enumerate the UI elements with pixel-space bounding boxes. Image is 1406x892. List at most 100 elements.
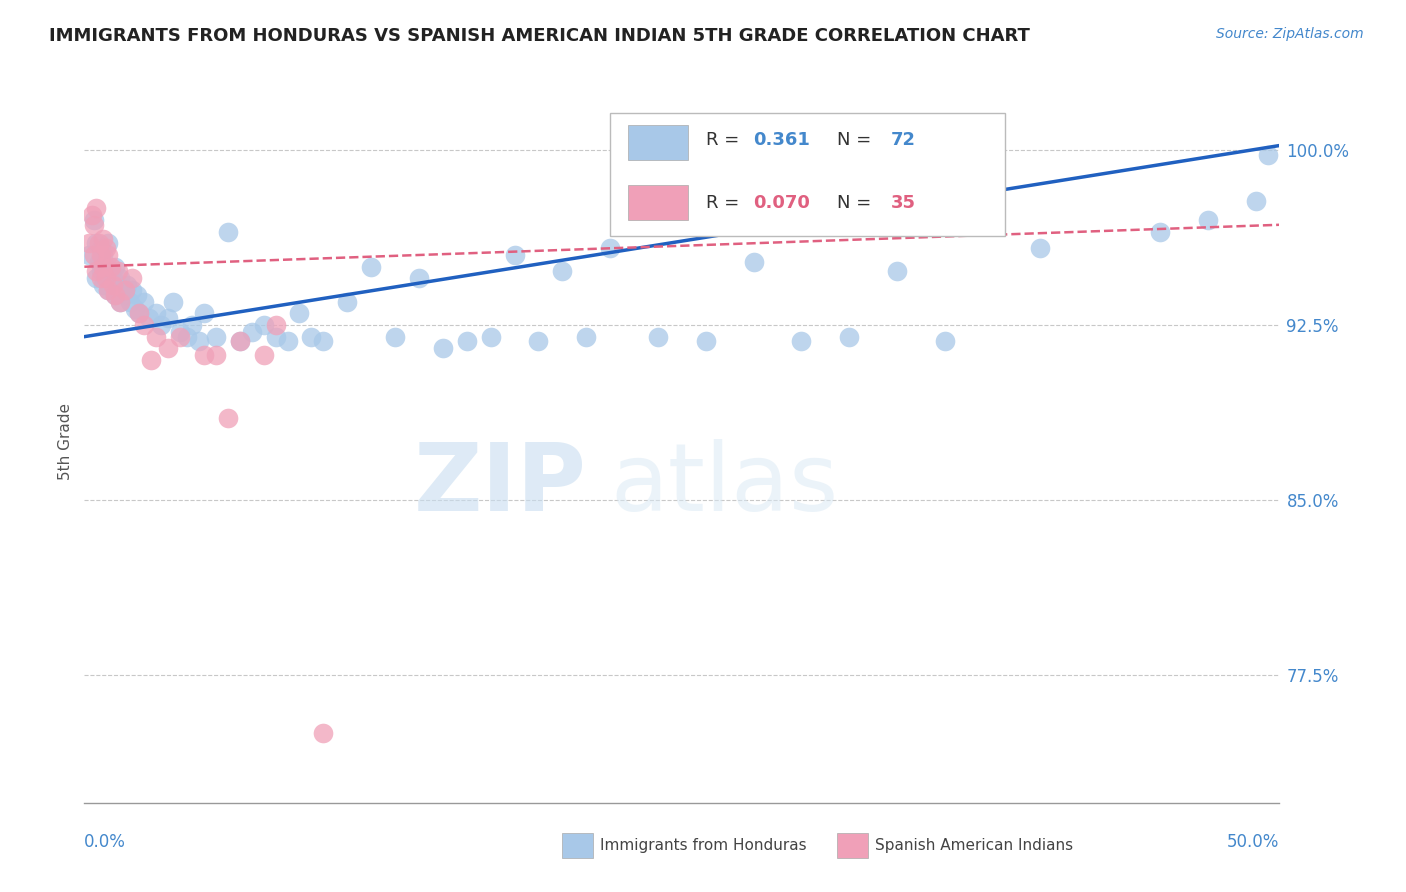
Point: [114, 283, 136, 297]
Point: [1149, 225, 1171, 239]
Point: [97, 248, 120, 262]
Point: [100, 260, 122, 274]
Point: [181, 318, 204, 332]
Point: [277, 334, 299, 349]
Point: [104, 287, 127, 301]
Point: [217, 411, 239, 425]
Point: [100, 264, 122, 278]
Point: [97, 236, 120, 251]
Point: [217, 225, 239, 239]
Point: [145, 306, 167, 320]
Text: Source: ZipAtlas.com: Source: ZipAtlas.com: [1216, 27, 1364, 41]
Point: [149, 318, 172, 332]
Y-axis label: 5th Grade: 5th Grade: [58, 403, 73, 480]
Point: [83, 213, 105, 227]
Point: [1197, 213, 1219, 227]
Point: [125, 287, 148, 301]
Text: IMMIGRANTS FROM HONDURAS VS SPANISH AMERICAN INDIAN 5TH GRADE CORRELATION CHART: IMMIGRANTS FROM HONDURAS VS SPANISH AMER…: [49, 27, 1031, 45]
Point: [93, 278, 115, 293]
Point: [94, 241, 117, 255]
Point: [188, 334, 211, 349]
Text: R =: R =: [706, 194, 740, 212]
Text: R =: R =: [706, 131, 740, 149]
Point: [121, 283, 143, 297]
Point: [77, 236, 100, 251]
Point: [229, 334, 252, 349]
Point: [384, 329, 406, 343]
Text: Immigrants from Honduras: Immigrants from Honduras: [600, 838, 807, 853]
Point: [141, 353, 163, 368]
Point: [107, 278, 129, 293]
Point: [93, 260, 115, 274]
Point: [551, 264, 574, 278]
Point: [312, 726, 335, 740]
Text: Spanish American Indians: Spanish American Indians: [875, 838, 1073, 853]
Point: [157, 311, 180, 326]
Point: [360, 260, 382, 274]
Point: [838, 329, 860, 343]
Point: [132, 294, 156, 309]
Point: [117, 278, 139, 293]
Point: [77, 248, 100, 262]
Point: [121, 271, 143, 285]
Point: [301, 329, 323, 343]
Point: [479, 329, 502, 343]
Text: 50.0%: 50.0%: [1227, 833, 1279, 851]
Point: [83, 248, 105, 262]
Point: [93, 232, 115, 246]
Text: ZIP: ZIP: [413, 439, 586, 531]
Point: [1257, 148, 1279, 162]
Point: [599, 241, 621, 255]
Point: [94, 271, 117, 285]
Point: [742, 255, 765, 269]
Point: [162, 294, 184, 309]
Point: [86, 271, 108, 285]
Point: [176, 329, 198, 343]
Point: [264, 318, 287, 332]
Point: [193, 348, 215, 362]
Point: [336, 294, 359, 309]
Point: [312, 334, 335, 349]
Text: 0.070: 0.070: [754, 194, 810, 212]
Point: [132, 318, 156, 332]
Point: [886, 264, 908, 278]
Point: [101, 278, 124, 293]
Point: [124, 301, 146, 316]
Point: [90, 271, 112, 285]
Point: [86, 264, 108, 278]
Point: [253, 318, 276, 332]
Point: [169, 325, 191, 339]
Point: [114, 287, 136, 301]
Point: [288, 306, 311, 320]
Point: [107, 264, 129, 278]
Point: [527, 334, 550, 349]
Point: [138, 311, 160, 326]
Point: [93, 248, 115, 262]
Point: [790, 334, 813, 349]
Point: [94, 260, 117, 274]
Point: [110, 294, 132, 309]
Point: [86, 202, 108, 216]
Point: [111, 283, 134, 297]
FancyBboxPatch shape: [610, 112, 1005, 235]
Point: [104, 260, 127, 274]
Text: atlas: atlas: [610, 439, 838, 531]
Point: [90, 248, 112, 262]
FancyBboxPatch shape: [628, 125, 688, 160]
Point: [408, 271, 430, 285]
Point: [110, 294, 132, 309]
Text: 35: 35: [891, 194, 917, 212]
Point: [128, 306, 150, 320]
Point: [97, 283, 120, 297]
Point: [87, 236, 110, 251]
Point: [87, 255, 110, 269]
Point: [205, 329, 228, 343]
Text: 72: 72: [891, 131, 917, 149]
Text: N =: N =: [838, 131, 872, 149]
Text: N =: N =: [838, 194, 872, 212]
Point: [104, 287, 127, 301]
Point: [128, 306, 150, 320]
Point: [1029, 241, 1052, 255]
Point: [253, 348, 276, 362]
Point: [575, 329, 598, 343]
